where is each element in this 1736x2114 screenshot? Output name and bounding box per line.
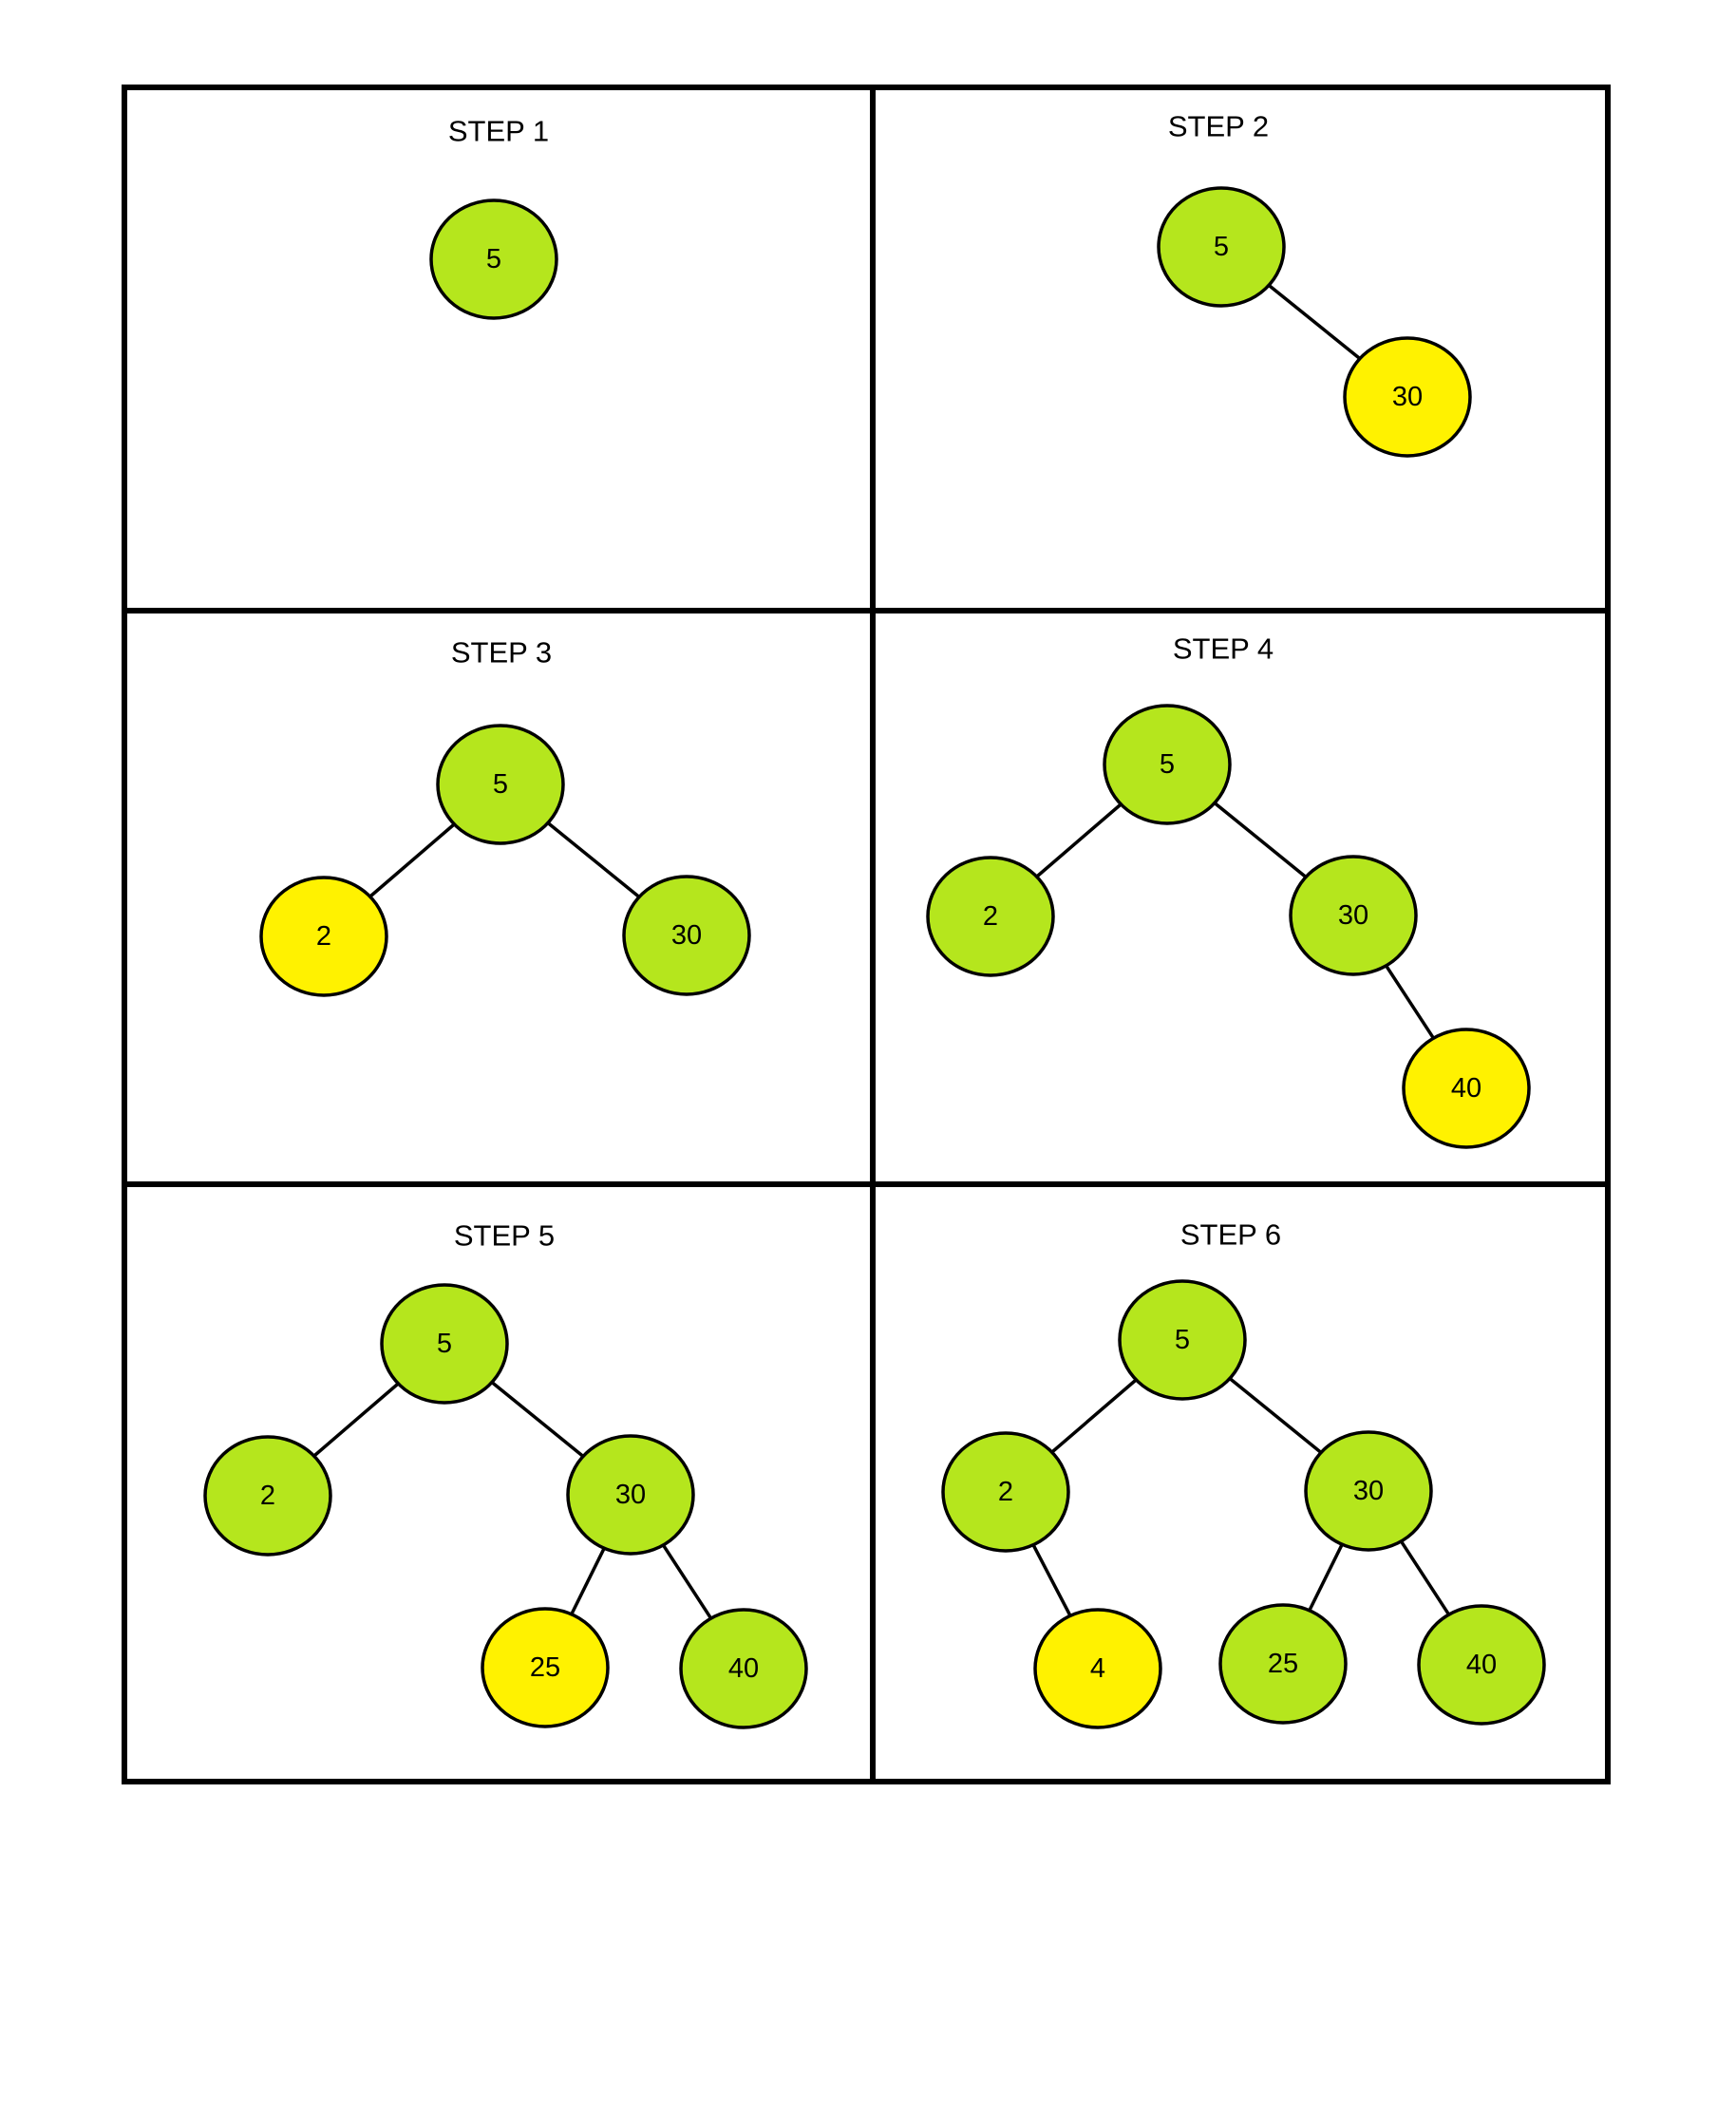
node-label: 40 (1466, 1650, 1497, 1680)
tree-edge (1387, 966, 1434, 1038)
node-label: 30 (615, 1480, 646, 1510)
tree-node: 40 (1419, 1606, 1544, 1724)
node-label: 30 (671, 920, 702, 951)
step-title: STEP 5 (454, 1219, 555, 1253)
tree-edge (1230, 1379, 1321, 1453)
step-title: STEP 4 (1173, 632, 1274, 666)
new-node: 30 (1345, 338, 1470, 456)
node-label: 2 (260, 1481, 275, 1511)
tree-edge (1052, 1380, 1137, 1452)
tree-edge (548, 823, 639, 897)
tree-node: 2 (205, 1437, 330, 1555)
tree-node: 25 (1220, 1605, 1346, 1723)
node-label: 25 (530, 1652, 560, 1683)
tree-node: 5 (382, 1285, 507, 1403)
tree-edge (572, 1548, 604, 1614)
tree-node: 30 (568, 1436, 693, 1554)
tree-node: 5 (438, 726, 563, 843)
tree-node: 5 (431, 200, 557, 318)
node-label: 2 (983, 901, 998, 932)
tree-node: 2 (928, 858, 1053, 975)
tree-node: 30 (624, 877, 749, 994)
tree-node: 40 (681, 1610, 806, 1727)
tree-node: 30 (1291, 857, 1416, 974)
tree-edge (1269, 285, 1360, 358)
node-label: 5 (1175, 1325, 1190, 1355)
node-label: 5 (493, 769, 508, 800)
node-label: 40 (1451, 1073, 1481, 1104)
node-label: 5 (1160, 749, 1175, 780)
step-panel-3: STEP 3 5 2 30 (261, 636, 749, 996)
tree-edge (663, 1545, 710, 1618)
step-panel-5: STEP 5 5 2 30 25 40 (205, 1219, 806, 1728)
node-label: 5 (486, 244, 501, 274)
node-label: 30 (1353, 1476, 1384, 1506)
step-panel-6: STEP 6 5 2 4 30 25 40 (943, 1218, 1544, 1728)
node-label: 30 (1338, 900, 1368, 931)
node-label: 2 (998, 1477, 1013, 1507)
node-label: 25 (1268, 1649, 1298, 1679)
new-node: 2 (261, 878, 387, 995)
node-label: 4 (1090, 1653, 1105, 1684)
step-panel-4: STEP 4 5 2 30 40 (928, 632, 1529, 1148)
new-node: 4 (1035, 1610, 1160, 1727)
tree-edge (1215, 803, 1306, 878)
node-label: 40 (728, 1653, 759, 1684)
step-title: STEP 6 (1180, 1218, 1281, 1252)
new-node: 40 (1404, 1029, 1529, 1147)
tree-edge (1037, 804, 1122, 877)
step-panel-2: STEP 2 5 30 (1159, 110, 1470, 457)
step-title: STEP 1 (448, 115, 549, 148)
tree-edge (1401, 1541, 1448, 1614)
node-label: 30 (1392, 382, 1423, 412)
tree-node: 5 (1104, 706, 1230, 823)
node-label: 2 (316, 921, 331, 952)
step-panel-1: STEP 1 5 (431, 115, 557, 319)
step-title: STEP 3 (451, 636, 552, 670)
tree-edge (492, 1383, 583, 1457)
tree-node: 5 (1159, 188, 1284, 306)
tree-edge (1033, 1545, 1070, 1616)
step-title: STEP 2 (1168, 110, 1269, 143)
tree-edge (370, 824, 455, 897)
new-node: 25 (482, 1609, 608, 1727)
node-label: 5 (437, 1329, 452, 1359)
tree-node: 2 (943, 1433, 1068, 1551)
tree-node: 30 (1306, 1432, 1431, 1550)
tree-edge (314, 1384, 399, 1456)
node-label: 5 (1214, 232, 1229, 262)
tree-edge (1310, 1544, 1342, 1611)
tree-node: 5 (1120, 1281, 1245, 1399)
